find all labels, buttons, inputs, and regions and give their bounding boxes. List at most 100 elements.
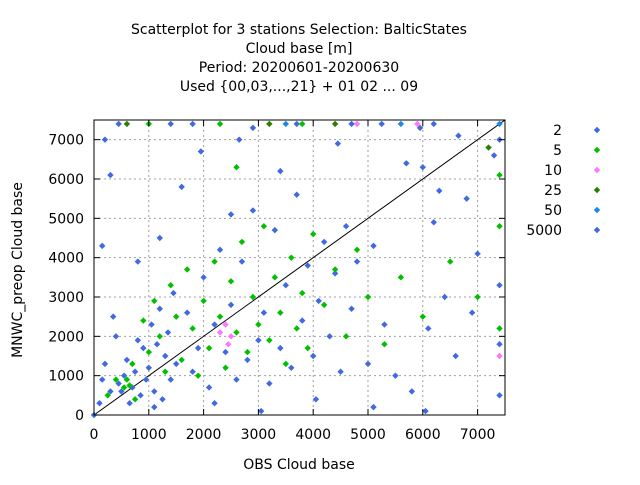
legend-label-3: 25 bbox=[544, 183, 562, 199]
point-series-1-26 bbox=[244, 348, 251, 356]
point-series-0-1 bbox=[96, 400, 103, 407]
point-series-1-1 bbox=[112, 376, 120, 383]
point-series-0-70 bbox=[430, 219, 437, 226]
point-series-1-22 bbox=[222, 364, 229, 371]
legend-marker-1 bbox=[593, 146, 601, 154]
point-series-0-78 bbox=[496, 341, 503, 348]
point-series-0-66 bbox=[403, 160, 410, 167]
point-series-0-57 bbox=[331, 270, 339, 277]
point-series-1-46 bbox=[419, 313, 426, 320]
point-series-0-25 bbox=[164, 329, 172, 336]
point-series-0-103 bbox=[422, 407, 429, 415]
point-series-0-92 bbox=[107, 171, 114, 179]
x-axis-ticks: 0 1000 2000 3000 4000 5000 6000 7000 bbox=[90, 120, 495, 443]
point-series-0-65 bbox=[392, 372, 399, 379]
chart-title: Scatterplot for 3 stations Selection: Ba… bbox=[131, 22, 467, 95]
point-series-1-40 bbox=[331, 266, 339, 273]
legend-marker-0 bbox=[593, 126, 601, 134]
point-series-2-5 bbox=[414, 120, 421, 128]
point-series-0-11 bbox=[126, 400, 133, 407]
point-series-1-37 bbox=[304, 344, 311, 352]
point-series-0-94 bbox=[134, 258, 142, 265]
y-tick-label-5: 5000 bbox=[48, 211, 84, 227]
point-series-1-27 bbox=[249, 293, 257, 301]
point-series-0-55 bbox=[320, 238, 328, 246]
point-series-1-32 bbox=[277, 309, 284, 316]
point-series-0-32 bbox=[194, 344, 202, 352]
point-series-3-2 bbox=[485, 144, 492, 151]
point-series-4-1 bbox=[397, 120, 405, 128]
point-series-0-80 bbox=[101, 136, 109, 143]
point-series-0-8 bbox=[118, 388, 125, 395]
point-series-0-87 bbox=[378, 120, 385, 128]
point-series-0-89 bbox=[455, 132, 462, 139]
point-series-0-72 bbox=[452, 352, 459, 360]
plot-frame bbox=[93, 119, 506, 416]
point-series-0-24 bbox=[162, 352, 169, 360]
point-series-0-53 bbox=[310, 352, 317, 360]
point-series-0-52 bbox=[304, 262, 311, 269]
point-series-1-17 bbox=[194, 372, 202, 379]
y-tick-label-6: 6000 bbox=[48, 172, 84, 188]
point-series-2-2 bbox=[225, 341, 232, 348]
x-tick-label-0: 0 bbox=[90, 427, 99, 443]
point-series-0-51 bbox=[299, 317, 306, 324]
point-series-0-10 bbox=[123, 356, 131, 364]
point-series-0-39 bbox=[233, 376, 240, 383]
point-series-0-90 bbox=[468, 309, 476, 316]
point-series-1-41 bbox=[342, 333, 350, 340]
point-series-0-13 bbox=[131, 368, 139, 375]
point-series-0-75 bbox=[490, 152, 498, 159]
y-tick-label-4: 4000 bbox=[48, 251, 84, 267]
title-line-2: Cloud base [m] bbox=[246, 41, 353, 57]
point-series-0-91 bbox=[436, 187, 443, 194]
point-series-5-3 bbox=[348, 120, 355, 128]
point-series-0-43 bbox=[255, 337, 262, 344]
point-series-0-40 bbox=[238, 258, 246, 265]
point-series-0-36 bbox=[216, 246, 224, 253]
point-series-1-6 bbox=[131, 396, 139, 403]
x-tick-label-6: 6000 bbox=[405, 427, 441, 443]
title-line-1: Scatterplot for 3 stations Selection: Ba… bbox=[131, 22, 467, 38]
point-series-1-36 bbox=[299, 289, 306, 297]
point-series-0-21 bbox=[153, 341, 161, 348]
point-series-0-83 bbox=[197, 148, 205, 155]
point-series-1-18 bbox=[200, 297, 207, 305]
point-series-1-23 bbox=[227, 278, 235, 285]
point-series-0-62 bbox=[364, 360, 372, 368]
point-series-0-97 bbox=[277, 167, 284, 175]
diagonal-line bbox=[93, 119, 506, 416]
x-axis-label: OBS Cloud base bbox=[243, 457, 355, 473]
grid-lines bbox=[94, 120, 505, 415]
title-line-3: Period: 20200601-20200630 bbox=[199, 60, 399, 76]
point-series-4-2 bbox=[496, 120, 503, 128]
point-series-1-13 bbox=[173, 313, 180, 320]
legend-label-4: 50 bbox=[544, 203, 562, 219]
point-series-0-56 bbox=[326, 333, 333, 340]
point-series-3-1 bbox=[331, 120, 339, 128]
point-series-1-43 bbox=[364, 293, 372, 301]
point-series-1-50 bbox=[496, 223, 503, 230]
point-series-1-54 bbox=[299, 120, 306, 128]
point-series-1-44 bbox=[381, 341, 388, 348]
point-series-5-0 bbox=[189, 120, 196, 128]
point-series-0-58 bbox=[337, 368, 344, 375]
point-series-0-50 bbox=[293, 191, 300, 198]
point-series-1-0 bbox=[104, 392, 111, 399]
point-series-0-19 bbox=[148, 321, 155, 328]
point-series-0-49 bbox=[288, 364, 295, 371]
point-series-0-69 bbox=[425, 325, 432, 332]
point-series-0-71 bbox=[441, 293, 448, 301]
point-series-0-29 bbox=[178, 183, 185, 191]
x-tick-label-1: 1000 bbox=[131, 427, 167, 443]
point-series-0-7 bbox=[115, 380, 122, 387]
point-series-0-84 bbox=[236, 136, 243, 143]
point-series-1-38 bbox=[310, 230, 317, 238]
point-series-0-45 bbox=[266, 380, 273, 387]
point-series-0-54 bbox=[315, 297, 322, 305]
point-series-0-27 bbox=[170, 289, 177, 297]
point-series-0-88 bbox=[416, 124, 424, 132]
point-series-2-3 bbox=[227, 333, 235, 340]
point-series-1-35 bbox=[293, 325, 300, 332]
